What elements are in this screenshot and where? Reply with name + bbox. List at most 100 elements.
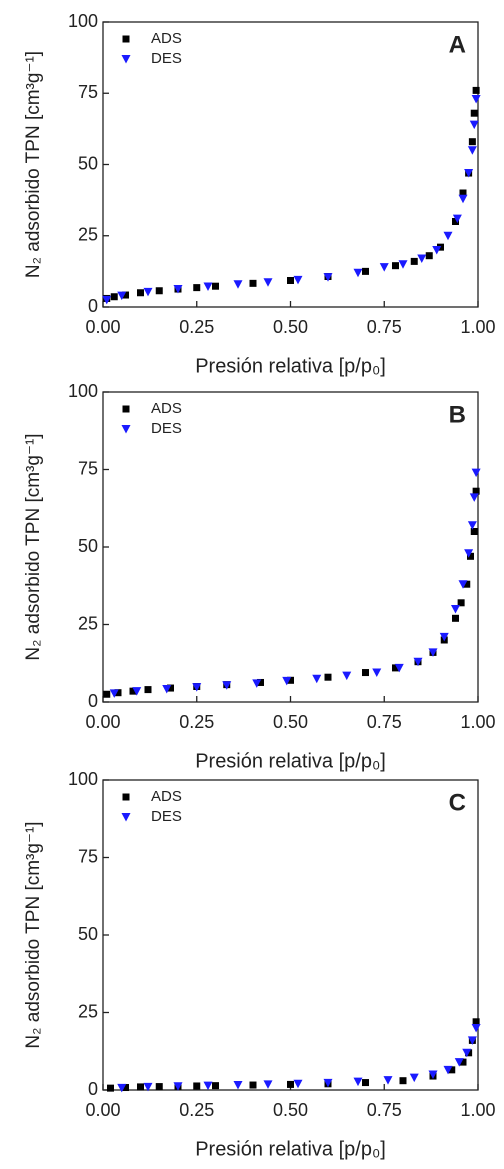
ads-point bbox=[114, 689, 122, 697]
y-tick-label: 25 bbox=[78, 613, 98, 633]
y-tick-label: 50 bbox=[78, 924, 98, 944]
y-tick-label: 50 bbox=[78, 153, 98, 173]
ads-point bbox=[249, 279, 257, 287]
ads-point bbox=[287, 676, 294, 684]
ads-point bbox=[463, 580, 471, 588]
des-point bbox=[464, 549, 474, 558]
des-point bbox=[413, 657, 423, 667]
ads-point bbox=[470, 109, 478, 117]
ads-point bbox=[212, 282, 219, 290]
ads-point bbox=[137, 1083, 144, 1091]
y-tick-label: 0 bbox=[88, 1079, 98, 1099]
des-point bbox=[121, 55, 131, 64]
des-point bbox=[117, 1083, 127, 1093]
ads-point bbox=[110, 293, 118, 301]
ads-point bbox=[167, 684, 174, 692]
ads-point bbox=[457, 599, 465, 607]
des-point bbox=[458, 194, 468, 204]
x-tick-label: 0.75 bbox=[367, 317, 402, 337]
des-point bbox=[293, 1079, 303, 1089]
ads-point bbox=[459, 189, 467, 197]
x-tick-label: 0.25 bbox=[179, 712, 214, 732]
plot-frame bbox=[102, 391, 479, 703]
x-axis-label: Presión relativa [p/p₀] bbox=[195, 750, 386, 772]
des-point bbox=[173, 285, 183, 294]
des-point bbox=[452, 214, 462, 224]
des-point bbox=[293, 275, 303, 285]
des-point bbox=[409, 1073, 419, 1083]
x-tick-label: 0.50 bbox=[273, 712, 308, 732]
y-tick-label: 75 bbox=[78, 82, 98, 102]
des-point bbox=[462, 1048, 472, 1058]
des-point bbox=[469, 493, 479, 502]
des-point bbox=[192, 683, 202, 692]
des-point bbox=[469, 120, 479, 130]
des-point bbox=[312, 674, 322, 684]
ads-point bbox=[452, 614, 459, 622]
legend-label: ADS bbox=[151, 400, 182, 417]
ads-point bbox=[470, 528, 478, 535]
des-point bbox=[379, 263, 389, 272]
y-tick-label: 100 bbox=[68, 11, 98, 31]
ads-point bbox=[193, 284, 201, 292]
des-point bbox=[121, 425, 131, 434]
des-point bbox=[233, 1081, 243, 1090]
des-point bbox=[443, 231, 453, 241]
ads-point bbox=[472, 86, 480, 94]
y-tick-label: 100 bbox=[68, 381, 98, 401]
ads-point bbox=[287, 1080, 294, 1088]
des-point bbox=[451, 605, 460, 614]
des-point bbox=[222, 681, 232, 690]
ads-point bbox=[399, 1077, 407, 1085]
des-point bbox=[102, 295, 112, 305]
ads-point bbox=[324, 673, 332, 681]
y-axis-label: N₂ adsorbido TPN [cm³g⁻¹] bbox=[23, 51, 44, 278]
ads-point bbox=[129, 687, 137, 695]
y-axis-label: N₂ adsorbido TPN [cm³g⁻¹] bbox=[23, 433, 44, 660]
ads-point bbox=[287, 276, 294, 284]
ads-point bbox=[249, 1081, 257, 1089]
x-tick-label: 1.00 bbox=[460, 317, 495, 337]
y-tick-label: 100 bbox=[68, 769, 98, 789]
des-point bbox=[383, 1076, 393, 1085]
x-axis-label: Presión relativa [p/p₀] bbox=[195, 355, 386, 377]
x-tick-label: 0.25 bbox=[179, 1100, 214, 1120]
ads-point bbox=[155, 1083, 163, 1091]
ads-point bbox=[103, 690, 111, 698]
ads-point bbox=[472, 487, 480, 495]
des-point bbox=[323, 273, 333, 282]
des-point bbox=[471, 468, 481, 478]
x-tick-label: 1.00 bbox=[460, 712, 495, 732]
ads-point bbox=[107, 1084, 114, 1092]
y-tick-label: 0 bbox=[88, 691, 98, 711]
des-point bbox=[454, 1058, 464, 1067]
y-tick-label: 50 bbox=[78, 536, 98, 556]
panel-label: C bbox=[449, 789, 466, 816]
y-tick-label: 75 bbox=[78, 458, 98, 478]
y-tick-label: 0 bbox=[88, 296, 98, 316]
des-point bbox=[353, 1077, 363, 1087]
des-point bbox=[428, 1070, 438, 1079]
y-axis-label: N₂ adsorbido TPN [cm³g⁻¹] bbox=[23, 821, 44, 1048]
des-point bbox=[132, 687, 142, 696]
ads-point bbox=[122, 793, 130, 801]
x-tick-label: 0.00 bbox=[85, 317, 120, 337]
des-point bbox=[443, 1065, 453, 1075]
des-point bbox=[323, 1078, 333, 1088]
ads-point bbox=[155, 287, 163, 295]
ads-point bbox=[392, 262, 399, 270]
des-point bbox=[467, 146, 477, 155]
des-point bbox=[233, 280, 243, 289]
y-tick-label: 25 bbox=[78, 1001, 98, 1021]
des-point bbox=[162, 684, 172, 694]
legend-label: DES bbox=[151, 808, 182, 825]
ads-point bbox=[193, 1082, 201, 1090]
y-tick-label: 25 bbox=[78, 225, 98, 245]
ads-point bbox=[472, 1018, 480, 1026]
plot-frame bbox=[102, 779, 479, 1091]
des-point bbox=[398, 260, 408, 269]
des-point bbox=[263, 278, 273, 287]
ads-point bbox=[362, 1079, 369, 1087]
ads-point bbox=[122, 291, 129, 299]
